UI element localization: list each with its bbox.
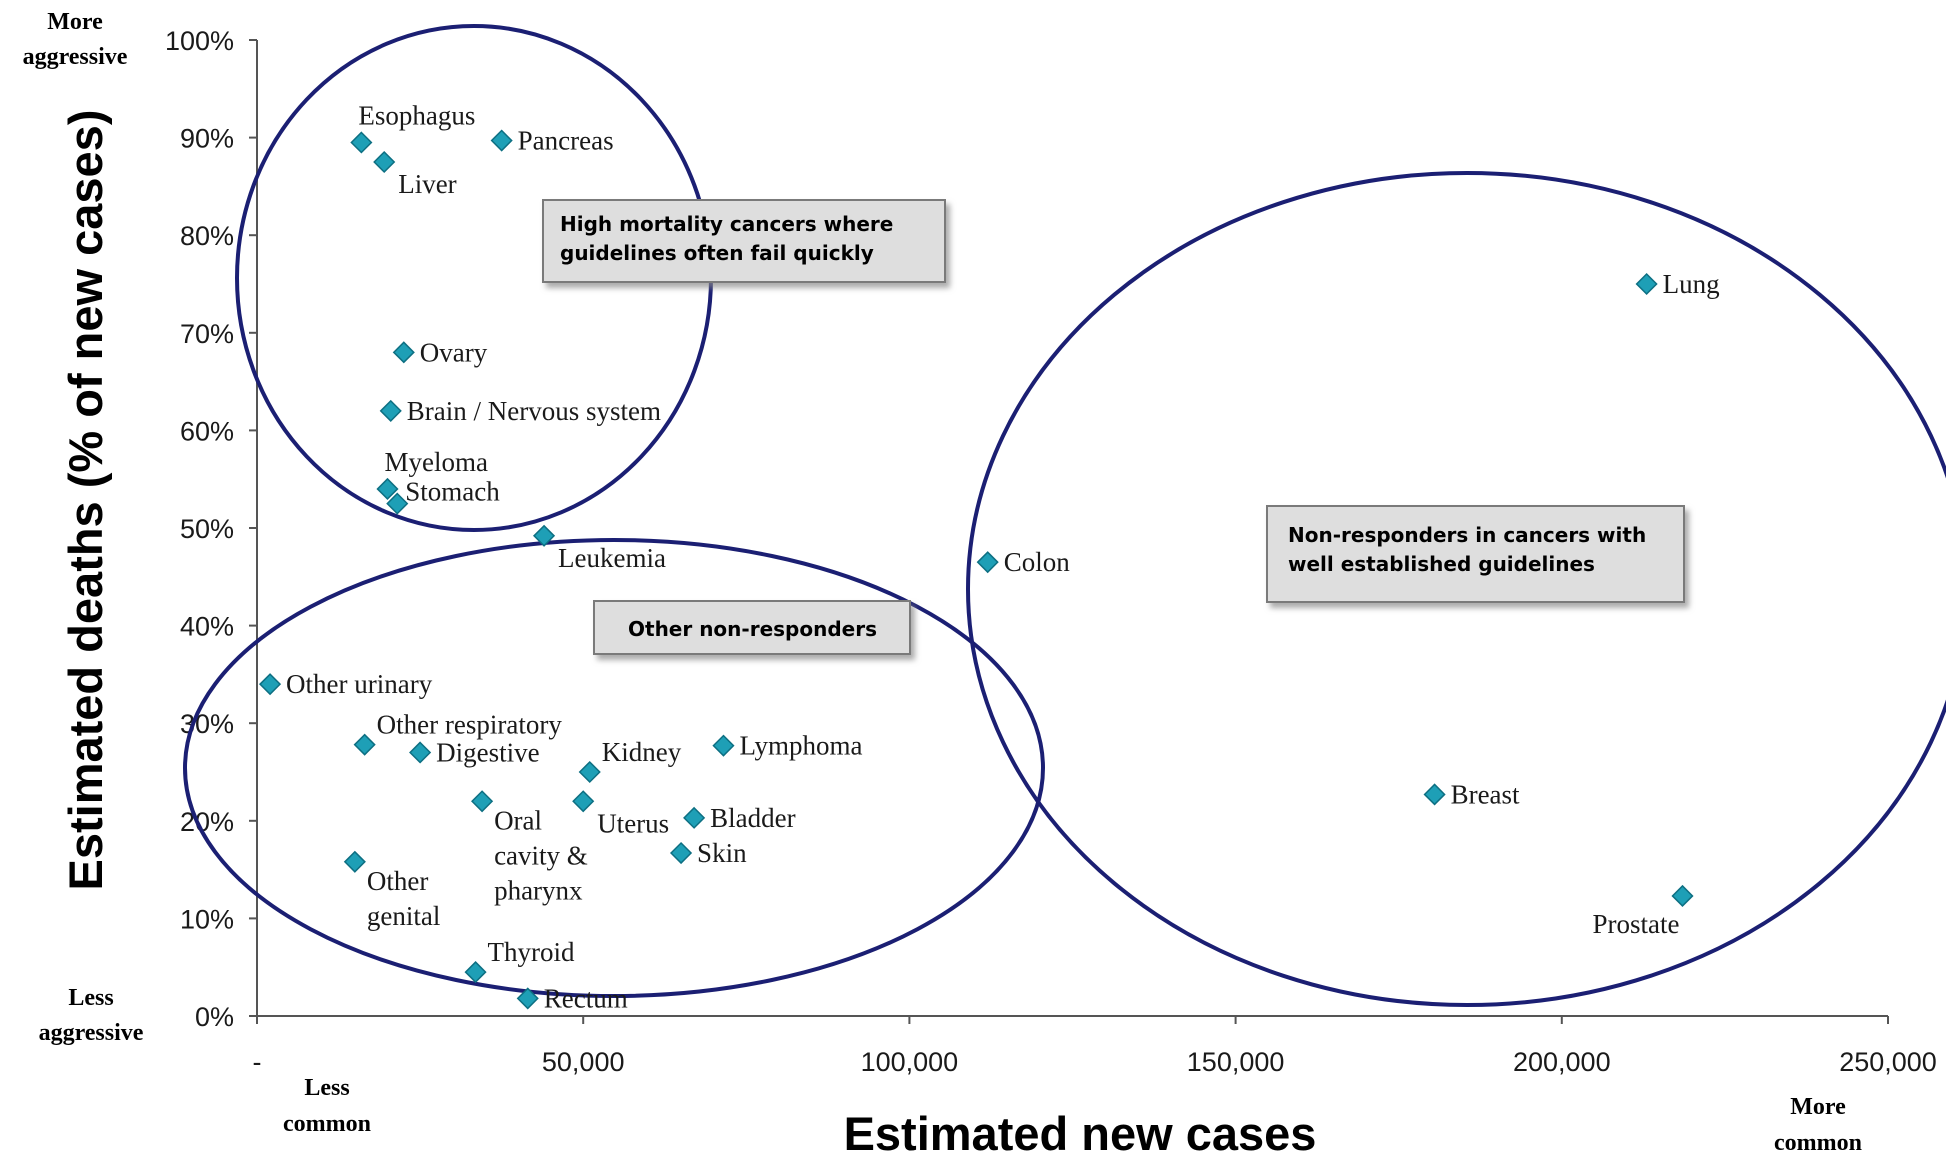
more-common-label-2: common	[1774, 1130, 1862, 1156]
nonresponders-guidelines-ellipse	[966, 171, 1946, 1007]
point-digestive	[409, 741, 432, 764]
y-tick-label: 90%	[180, 124, 234, 154]
axis-ticks: 0%10%20%30%40%50%60%70%80%90%100%- 50,000…	[165, 26, 1937, 1077]
point-leukemia	[532, 524, 556, 547]
y-tick-label: 10%	[180, 904, 234, 934]
point-label-other-urinary: Other urinary	[286, 669, 433, 699]
point-label-stomach: Stomach	[405, 477, 500, 507]
more-aggressive-label-1: More	[47, 9, 103, 35]
point-breast	[1423, 783, 1446, 806]
point-label-oral-cavity-pharynx-2: cavity &	[494, 840, 588, 870]
x-tick-label: 100,000	[861, 1047, 959, 1077]
point-label-esophagus: Esophagus	[358, 100, 475, 130]
point-label-skin: Skin	[697, 838, 747, 868]
point-label-lymphoma: Lymphoma	[739, 731, 862, 761]
point-liver	[373, 150, 396, 174]
y-tick-label: 60%	[180, 416, 234, 446]
point-label-thyroid: Thyroid	[488, 937, 575, 967]
corner-labels: More aggressive Less aggressive Less com…	[23, 9, 1862, 1156]
point-label-leukemia: Leukemia	[558, 543, 666, 573]
y-tick-label: 40%	[180, 612, 234, 642]
point-label-brain-nervous-system: Brain / Nervous system	[407, 396, 661, 426]
less-common-label-2: common	[283, 1111, 371, 1137]
point-label-other-genital-2: genital	[367, 901, 440, 931]
point-lung	[1635, 272, 1658, 296]
point-label-ovary: Ovary	[420, 337, 488, 367]
point-lymphoma	[712, 734, 735, 757]
point-prostate	[1671, 884, 1694, 908]
more-common-label-1: More	[1790, 1094, 1846, 1120]
point-esophagus	[350, 131, 373, 154]
point-colon	[976, 551, 999, 574]
point-thyroid	[464, 961, 487, 984]
point-label-rectum: Rectum	[544, 983, 628, 1013]
y-tick-label: 0%	[195, 1002, 234, 1032]
point-rectum	[516, 987, 539, 1010]
point-brain-nervous-system	[379, 399, 402, 422]
nonresponders-guidelines-box: Non-responders in cancers with well esta…	[1266, 505, 1685, 603]
x-tick-label: 50,000	[542, 1047, 625, 1077]
point-label-breast: Breast	[1451, 779, 1520, 809]
y-tick-label: 50%	[180, 514, 234, 544]
point-label-colon: Colon	[1004, 547, 1071, 577]
point-label-digestive: Digestive	[436, 737, 539, 767]
y-axis-title: Estimated deaths (% of new cases)	[59, 110, 112, 891]
x-axis-title: Estimated new cases	[844, 1107, 1317, 1160]
nonresponders-guidelines-box-line-1: Non-responders in cancers with	[1288, 523, 1646, 547]
point-ovary	[392, 341, 415, 364]
point-bladder	[683, 806, 706, 829]
point-oral-cavity-pharynx	[471, 790, 494, 813]
x-tick-label: 200,000	[1513, 1047, 1611, 1077]
point-uterus	[572, 790, 595, 813]
y-tick-label: 100%	[165, 26, 234, 56]
less-aggressive-label-1: Less	[68, 985, 113, 1011]
less-aggressive-label-2: aggressive	[39, 1020, 144, 1046]
point-stomach	[386, 492, 409, 515]
annotation-boxes: High mortality cancers where guidelines …	[542, 199, 1685, 655]
point-label-prostate: Prostate	[1592, 909, 1679, 939]
y-tick-label: 70%	[180, 319, 234, 349]
point-kidney	[578, 760, 601, 784]
point-label-uterus: Uterus	[597, 808, 669, 838]
point-pancreas	[490, 129, 513, 152]
axis-titles: Estimated new cases Estimated deaths (% …	[59, 110, 1316, 1160]
point-label-other-respiratory: Other respiratory	[377, 710, 563, 740]
other-nonresponders-ellipse	[183, 538, 1045, 998]
point-label-bladder: Bladder	[710, 803, 795, 833]
nonresponders-guidelines-box-line-2: well established guidelines	[1288, 552, 1595, 576]
point-label-kidney: Kidney	[602, 737, 682, 767]
point-skin	[669, 841, 693, 865]
y-tick-label: 20%	[180, 807, 234, 837]
point-other-respiratory	[353, 733, 376, 756]
y-tick-label: 80%	[180, 221, 234, 251]
point-label-oral-cavity-pharynx-1: Oral	[494, 805, 542, 835]
less-common-label-1: Less	[304, 1075, 349, 1101]
high-mortality-box-line-1: High mortality cancers where	[560, 212, 893, 236]
data-points: Esophagus Liver Pancreas Ovary Brain / Nervo…	[258, 100, 1720, 1013]
point-other-genital	[343, 850, 366, 873]
point-label-pancreas: Pancreas	[518, 126, 614, 156]
high-mortality-box-line-2: guidelines often fail quickly	[560, 241, 874, 265]
point-myeloma	[376, 477, 399, 501]
point-other-urinary	[258, 673, 282, 696]
other-nonresponders-box: Other non-responders	[593, 600, 911, 655]
point-label-liver: Liver	[398, 169, 456, 199]
other-nonresponders-box-line-1: Other non-responders	[628, 617, 877, 641]
more-aggressive-label-2: aggressive	[23, 44, 128, 70]
x-tick-label: 150,000	[1187, 1047, 1285, 1077]
point-label-myeloma: Myeloma	[384, 447, 487, 477]
point-label-lung: Lung	[1663, 269, 1720, 299]
x-tick-label: -	[253, 1047, 262, 1077]
cluster-ellipses	[183, 24, 1946, 1007]
high-mortality-box: High mortality cancers where guidelines …	[542, 199, 946, 283]
point-label-oral-cavity-pharynx-3: pharynx	[494, 875, 583, 905]
x-tick-label: 250,000	[1839, 1047, 1937, 1077]
point-label-other-genital-1: Other	[367, 866, 428, 896]
